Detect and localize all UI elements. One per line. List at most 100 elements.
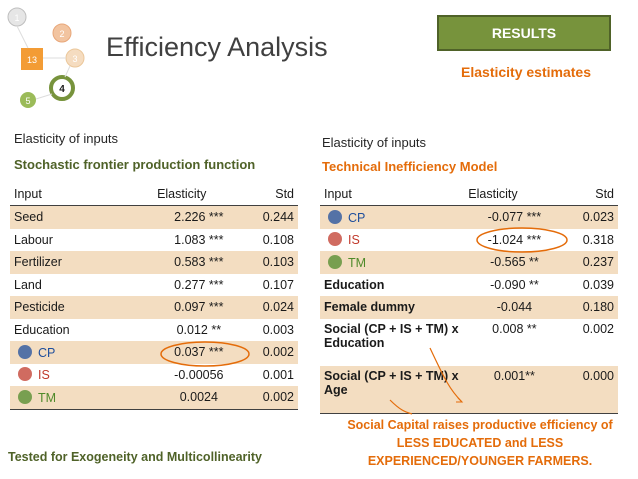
cell-text: Social (CP + IS + TM) x Education — [324, 321, 459, 350]
cell-text: 0.003 — [262, 322, 294, 337]
column-header: Std — [564, 183, 618, 206]
row: Land 0.277 *** 0.107 — [10, 274, 298, 297]
row: CP 0.037 *** 0.002 — [10, 341, 298, 364]
note: Social Capital raises productive efficie… — [347, 418, 613, 468]
cell-text: 0.180 — [582, 300, 614, 315]
cell: Land — [10, 274, 153, 297]
cell-text: 0.001 — [262, 367, 294, 382]
cell: 0.583 *** — [153, 251, 245, 274]
cell: 0.097 *** — [153, 296, 245, 319]
cell: 0.001 — [245, 364, 298, 387]
cell: TM — [320, 251, 465, 274]
cell-text: 0.039 — [582, 277, 614, 292]
cell: 2.226 *** — [153, 205, 245, 229]
table: Input Elasticity Std CP -0.077 *** 0.023 IS -1.… — [320, 183, 618, 414]
footer: Tested for Exogeneity and Multicollinear… — [8, 450, 262, 464]
cell: 0.039 — [565, 274, 618, 297]
cell-text: TM — [348, 255, 367, 270]
row: Seed 2.226 *** 0.244 — [10, 205, 298, 229]
cell-text: 0.000 — [582, 368, 614, 383]
cell: 0.237 — [564, 251, 618, 274]
cell-text: IS — [348, 233, 360, 248]
cell-text: 0.237 — [582, 255, 614, 270]
cell: 0.244 — [244, 205, 298, 229]
cell-text: Land — [14, 277, 42, 292]
cell-text: IS — [38, 368, 50, 383]
cell: 0.003 — [245, 319, 298, 342]
badge: RESULTS — [437, 15, 611, 51]
icon — [18, 367, 32, 382]
table: Input Elasticity Std Seed 2.226 *** 0.244 Labo… — [10, 183, 298, 410]
cell: Social (CP + IS + TM) x Education — [320, 319, 464, 366]
row: Education 0.012 ** 0.003 — [10, 319, 298, 342]
row: Pesticide 0.097 *** 0.024 — [10, 296, 298, 319]
cell-text: -1.024 *** — [487, 232, 542, 247]
cell-text: 0.103 — [262, 255, 294, 270]
cell: 0.012 ** — [153, 319, 245, 342]
cell: 0.008 ** — [464, 319, 564, 366]
cell-text: 0.107 — [262, 277, 294, 292]
cell: 0.002 — [244, 386, 298, 410]
cell: 0.108 — [245, 229, 298, 252]
cell: Fertilizer — [10, 251, 154, 274]
cell: -0.565 ** — [464, 251, 565, 274]
cell-text: TM — [38, 390, 57, 405]
row: Female dummy -0.044 0.180 — [320, 296, 618, 319]
cell: 0.037 *** — [153, 341, 245, 364]
column-header: Input — [10, 183, 154, 206]
cell: 0.107 — [245, 274, 298, 297]
cell-text: 0.008 ** — [492, 321, 537, 336]
cell: 0.103 — [244, 251, 298, 274]
cell: Seed — [10, 205, 154, 229]
step: 5 — [25, 96, 30, 106]
cell-text: Education — [324, 277, 385, 292]
header-row: Input Elasticity Std — [10, 183, 298, 206]
cell: CP — [10, 341, 154, 364]
row: IS -1.024 *** 0.318 — [320, 229, 618, 252]
cell: 0.318 — [565, 229, 618, 252]
cell-text: 2.226 *** — [174, 210, 224, 225]
cell: -0.044 — [464, 296, 565, 319]
cell-text: -0.565 ** — [490, 255, 539, 270]
cell-text: CP — [348, 210, 366, 225]
cell-text: 0.583 *** — [174, 255, 224, 270]
cell-text: 0.277 *** — [174, 277, 224, 292]
cell-text: -0.044 — [496, 300, 533, 315]
cell-text: Female dummy — [324, 300, 416, 315]
cell: -1.024 *** — [464, 229, 564, 252]
heading: Elasticity of inputs — [322, 135, 427, 150]
cell: 0.277 *** — [153, 274, 245, 297]
row: TM -0.565 ** 0.237 — [320, 251, 618, 274]
row: TM 0.0024 0.002 — [10, 386, 298, 410]
cell: Female dummy — [320, 296, 465, 319]
cell-text: 0.023 — [582, 210, 614, 225]
cell-text: Social (CP + IS + TM) x Age — [324, 368, 459, 397]
step: 4 — [59, 84, 65, 95]
row: CP -0.077 *** 0.023 — [320, 205, 618, 229]
row: IS -0.00056 0.001 — [10, 364, 298, 387]
icon — [18, 389, 32, 404]
cell: 1.083 *** — [153, 229, 245, 252]
cell: CP — [320, 205, 465, 229]
cell-text: Labour — [14, 232, 53, 247]
subheading: Technical Inefficiency Model — [322, 159, 498, 174]
cell-text: 0.244 — [262, 210, 294, 225]
header-row: Input Elasticity Std — [320, 183, 618, 206]
cell-text: CP — [38, 345, 56, 360]
heading: Elasticity of inputs — [14, 131, 119, 146]
cell: 0.0024 — [153, 386, 245, 410]
cell: Education — [320, 274, 464, 297]
step: 2 — [59, 29, 64, 39]
row: Fertilizer 0.583 *** 0.103 — [10, 251, 298, 274]
column-header: Elasticity — [464, 183, 565, 206]
column-header: Input — [320, 183, 465, 206]
cell-text: 0.097 *** — [174, 300, 224, 315]
cell-text: 0.318 — [582, 232, 614, 247]
row: Social (CP + IS + TM) x Age 0.001** 0.000 — [320, 365, 618, 414]
cell: Labour — [10, 229, 153, 252]
step: 3 — [72, 54, 77, 64]
cell-text: 0.002 — [582, 321, 614, 336]
cell-text: 0.0024 — [179, 390, 218, 405]
cell: -0.077 *** — [464, 205, 565, 229]
